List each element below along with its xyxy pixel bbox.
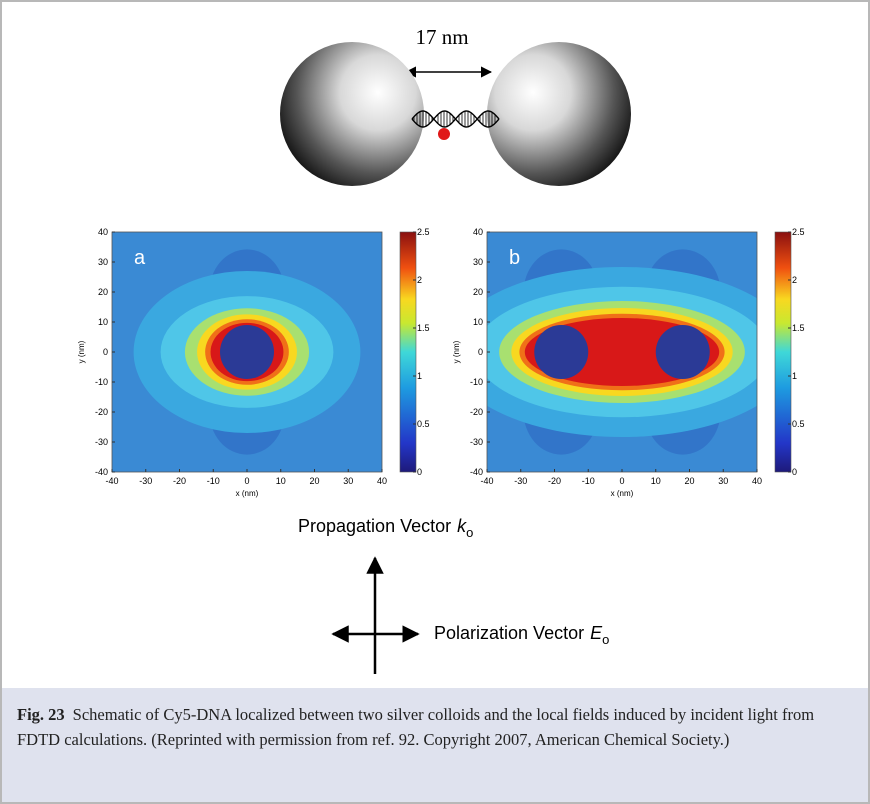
- x-tick-label: -40: [105, 476, 118, 486]
- x-tick-label: 40: [752, 476, 762, 486]
- particle: [534, 325, 589, 379]
- silver-colloid: [280, 42, 424, 186]
- colorbar-tick-label: 0.5: [417, 419, 430, 429]
- x-tick-label: -30: [514, 476, 527, 486]
- y-tick-label: 40: [473, 227, 483, 237]
- propagation-text: Propagation Vector: [298, 516, 451, 536]
- x-tick-label: -10: [207, 476, 220, 486]
- x-tick-label: 20: [684, 476, 694, 486]
- particle: [655, 325, 710, 379]
- y-tick-label: 0: [478, 347, 483, 357]
- y-tick-label: 20: [98, 287, 108, 297]
- y-tick-label: 40: [98, 227, 108, 237]
- x-tick-label: -40: [480, 476, 493, 486]
- y-tick-label: -40: [470, 467, 483, 477]
- dna-helix: [411, 110, 500, 128]
- colorbar: [399, 231, 417, 473]
- panel-label: a: [134, 247, 146, 269]
- panel-label: b: [509, 247, 520, 269]
- x-axis-label: x (nm): [236, 489, 259, 498]
- x-tick-label: 20: [309, 476, 319, 486]
- x-tick-label: -20: [173, 476, 186, 486]
- colorbar-tick-label: 0: [417, 467, 422, 477]
- y-tick-label: 0: [103, 347, 108, 357]
- x-tick-label: 40: [377, 476, 387, 486]
- caption-text: Schematic of Cy5-DNA localized between t…: [17, 705, 815, 749]
- polarization-label: Polarization Vector Eo: [434, 623, 609, 647]
- x-tick-label: -10: [582, 476, 595, 486]
- x-tick-label: 30: [718, 476, 728, 486]
- y-tick-label: -30: [470, 437, 483, 447]
- colorbar-tick-label: 2.5: [417, 227, 430, 237]
- silver-colloid: [487, 42, 631, 186]
- colorbar-tick-label: 1.5: [792, 323, 805, 333]
- x-tick-label: 10: [276, 476, 286, 486]
- cy5-dye: [438, 128, 450, 140]
- x-tick-label: 0: [619, 476, 624, 486]
- y-tick-label: -20: [95, 407, 108, 417]
- colorbar-tick-label: 2: [417, 275, 422, 285]
- dna-strand: [411, 110, 500, 128]
- colorbar-tick-label: 1: [792, 371, 797, 381]
- y-tick-label: 10: [473, 317, 483, 327]
- colorbar-tick-label: 2: [792, 275, 797, 285]
- colorbar-tick-label: 1: [417, 371, 422, 381]
- x-tick-label: -30: [139, 476, 152, 486]
- caption: Fig. 23 Schematic of Cy5-DNA localized be…: [2, 688, 868, 802]
- caption-label: Fig. 23: [17, 705, 65, 724]
- y-axis-label: y (nm): [77, 340, 86, 363]
- particle: [220, 325, 274, 379]
- propagation-label: Propagation Vector ko: [298, 516, 473, 540]
- y-tick-label: -30: [95, 437, 108, 447]
- heatmap: [487, 232, 757, 472]
- polarization-symbol: E: [590, 623, 603, 643]
- y-tick-label: -10: [95, 377, 108, 387]
- x-tick-label: 10: [651, 476, 661, 486]
- colorbar-tick-label: 0: [792, 467, 797, 477]
- colorbar-tick-label: 0.5: [792, 419, 805, 429]
- y-axis-label: y (nm): [452, 340, 461, 363]
- x-axis-label: x (nm): [611, 489, 634, 498]
- x-tick-label: 0: [244, 476, 249, 486]
- x-tick-label: -20: [548, 476, 561, 486]
- y-tick-label: -10: [470, 377, 483, 387]
- polarization-subscript: o: [602, 632, 609, 647]
- propagation-subscript: o: [466, 525, 473, 540]
- colorbar-tick-label: 1.5: [417, 323, 430, 333]
- polarization-text: Polarization Vector: [434, 623, 584, 643]
- y-tick-label: 30: [98, 257, 108, 267]
- y-tick-label: -20: [470, 407, 483, 417]
- x-tick-label: 30: [343, 476, 353, 486]
- propagation-symbol: k: [457, 516, 467, 536]
- colorbar: [774, 231, 792, 473]
- colorbar-tick-label: 2.5: [792, 227, 805, 237]
- y-tick-label: 30: [473, 257, 483, 267]
- heatmap: [112, 232, 382, 472]
- distance-label: 17 nm: [415, 25, 468, 49]
- y-tick-label: 20: [473, 287, 483, 297]
- y-tick-label: -40: [95, 467, 108, 477]
- y-tick-label: 10: [98, 317, 108, 327]
